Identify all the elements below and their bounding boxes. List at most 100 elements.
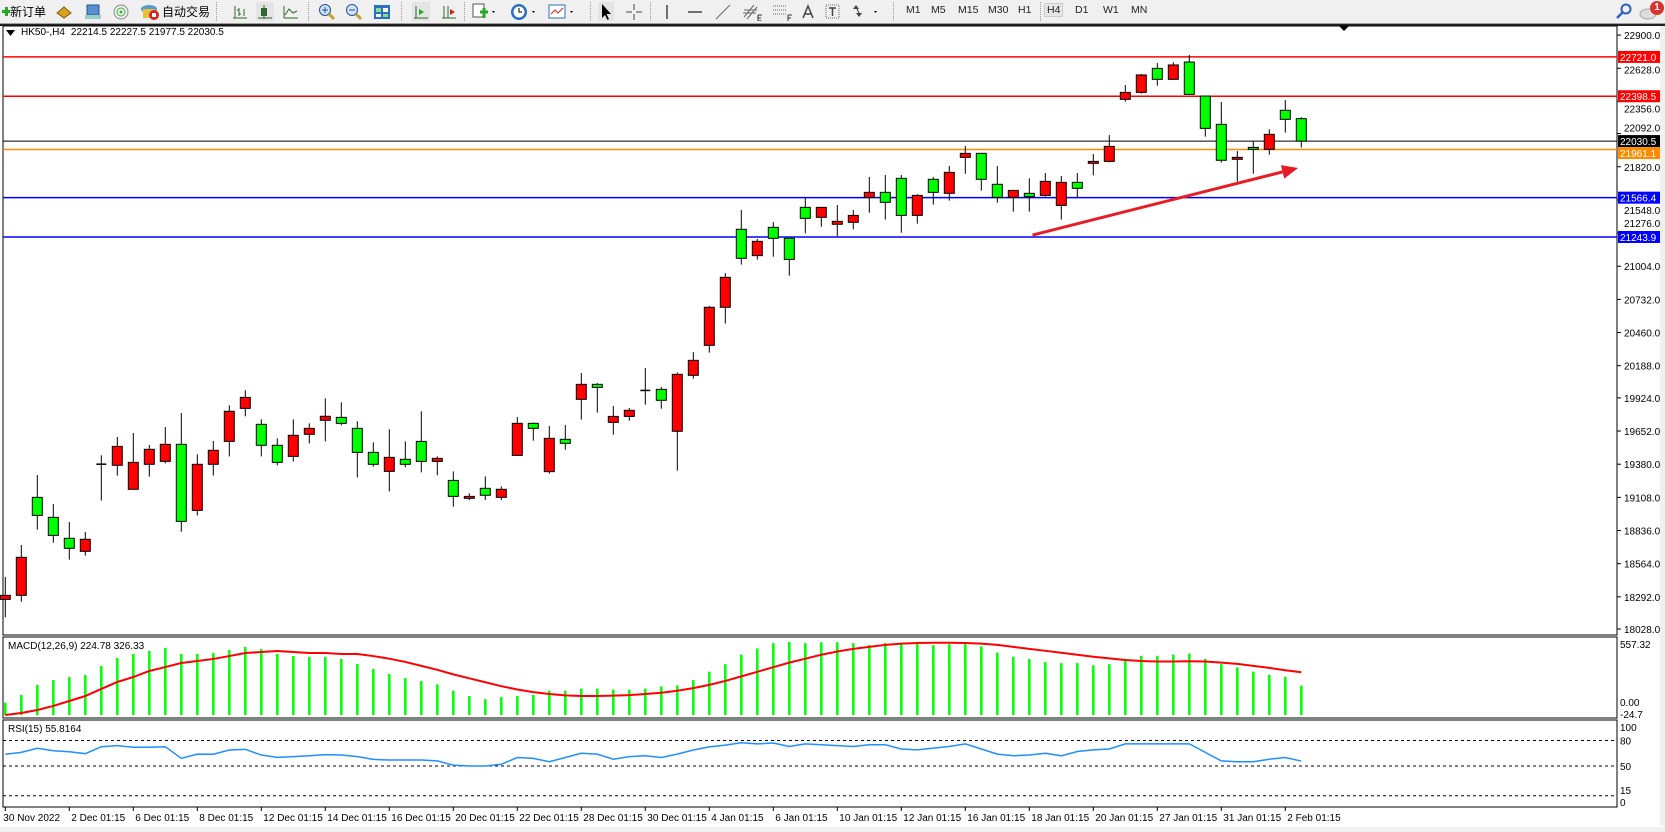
candle [1279, 99, 1291, 133]
text-label-icon [825, 4, 840, 18]
trendline-button[interactable] [714, 2, 732, 21]
signals-button[interactable] [112, 2, 130, 21]
candles [0, 54, 1307, 618]
bar-chart-button[interactable] [231, 2, 249, 21]
candle [1263, 129, 1275, 155]
equidistant-channel-button[interactable] [742, 2, 764, 21]
timeframe-d1[interactable]: D1 [1075, 4, 1089, 16]
arrows-button[interactable] [852, 2, 884, 21]
timeframe-w1[interactable]: W1 [1103, 4, 1119, 16]
candle [191, 454, 203, 516]
timeframe-m30[interactable]: M30 [988, 4, 1009, 16]
candle-body [1167, 64, 1179, 80]
candle-body [223, 410, 235, 442]
candle [1151, 63, 1163, 86]
price-tick-label: 19380.0 [1624, 460, 1661, 471]
time-label: 12 Jan 01:15 [903, 813, 961, 824]
candle [399, 441, 411, 468]
search-button[interactable] [1615, 2, 1633, 21]
time-label: 16 Dec 01:15 [391, 813, 451, 824]
timeframe-mn[interactable]: MN [1131, 4, 1148, 16]
vertical-line-button[interactable] [660, 2, 674, 21]
candle-body [1023, 192, 1035, 198]
zoom-out-button[interactable] [345, 2, 363, 21]
candle-body [1039, 180, 1051, 196]
candlestick-button[interactable] [256, 2, 274, 21]
rsi-axis-label: 100 [1620, 723, 1637, 734]
candle-body [1119, 91, 1131, 100]
new-chart-button[interactable] [472, 2, 498, 21]
vertical-line-icon [666, 4, 668, 19]
templates-button[interactable] [548, 2, 578, 21]
macd-label: MACD(12,26,9) 224.78 326.33 [8, 641, 145, 652]
candle [1103, 135, 1115, 163]
auto-scroll-button[interactable] [412, 2, 430, 21]
text-label-button[interactable] [825, 2, 841, 21]
candle [607, 406, 619, 435]
candle [831, 205, 843, 236]
candle [911, 194, 923, 224]
market-watch-button[interactable] [84, 2, 102, 21]
candle [479, 476, 491, 501]
candle-body [575, 383, 587, 400]
price-tick-label: 21004.0 [1624, 262, 1661, 273]
line-chart-button[interactable] [282, 2, 300, 21]
dropdown-triangle-icon[interactable] [6, 29, 15, 36]
candle-body [927, 178, 939, 193]
time-label: 27 Jan 01:15 [1159, 813, 1217, 824]
candle-body [671, 373, 683, 432]
timeframe-m1[interactable]: M1 [906, 4, 921, 16]
auto-trading-button[interactable]: 自动交易 [140, 2, 210, 21]
ohlc-values: 22214.5 22227.5 21977.5 22030.5 [70, 27, 224, 38]
candle-body [447, 479, 459, 497]
candle [15, 545, 27, 602]
candle [1023, 178, 1035, 212]
periods-button[interactable] [510, 2, 538, 21]
candle-body [0, 594, 11, 600]
candle [815, 206, 827, 227]
candle-body [31, 496, 43, 516]
candle-body [831, 220, 843, 225]
time-label: 30 Nov 2022 [3, 813, 60, 824]
price-tick-label: 20188.0 [1624, 362, 1661, 373]
candle [63, 521, 75, 560]
gold-bars-button[interactable] [55, 2, 73, 21]
tile-windows-button[interactable] [373, 2, 391, 21]
candle-body [559, 438, 571, 444]
candle-body [63, 537, 75, 549]
timeframe-h1[interactable]: H1 [1018, 4, 1032, 16]
rsi-axis-label: 0 [1620, 798, 1626, 809]
price-tick-label: 22900.0 [1624, 31, 1661, 42]
candle-body [1055, 181, 1067, 206]
candle [207, 441, 219, 476]
candle [1167, 62, 1179, 80]
price-tick-label: 18836.0 [1624, 527, 1661, 538]
candle [271, 438, 283, 466]
candle [1007, 189, 1019, 212]
zoom-in-button[interactable] [318, 2, 336, 21]
candle-body [687, 359, 699, 376]
text-button[interactable] [800, 2, 816, 21]
price-tick-label: 22356.0 [1624, 104, 1661, 115]
rsi-axis-label: 80 [1620, 737, 1632, 748]
horizontal-line-button[interactable] [686, 2, 704, 21]
crosshair-button[interactable] [625, 2, 643, 21]
candle-body [991, 183, 1003, 198]
cursor-button[interactable] [598, 2, 614, 21]
timeframe-m15[interactable]: M15 [958, 4, 979, 16]
candle [1087, 153, 1099, 176]
fibonacci-button[interactable] [772, 2, 794, 21]
price-tick-label: 18028.0 [1624, 625, 1661, 636]
timeframe-h4[interactable]: H4 [1043, 3, 1064, 17]
chart-shift-button[interactable] [440, 2, 458, 21]
candlestick-icon [258, 4, 272, 19]
candle [943, 166, 955, 201]
candle-body [1087, 160, 1099, 164]
timeframe-m5[interactable]: M5 [931, 4, 946, 16]
candle [1215, 102, 1227, 163]
candle [1295, 117, 1307, 148]
new-order-button[interactable]: 新订单 [2, 2, 46, 21]
rsi-panel [2, 719, 1618, 808]
price-tag-22721.0 [1618, 50, 1660, 63]
